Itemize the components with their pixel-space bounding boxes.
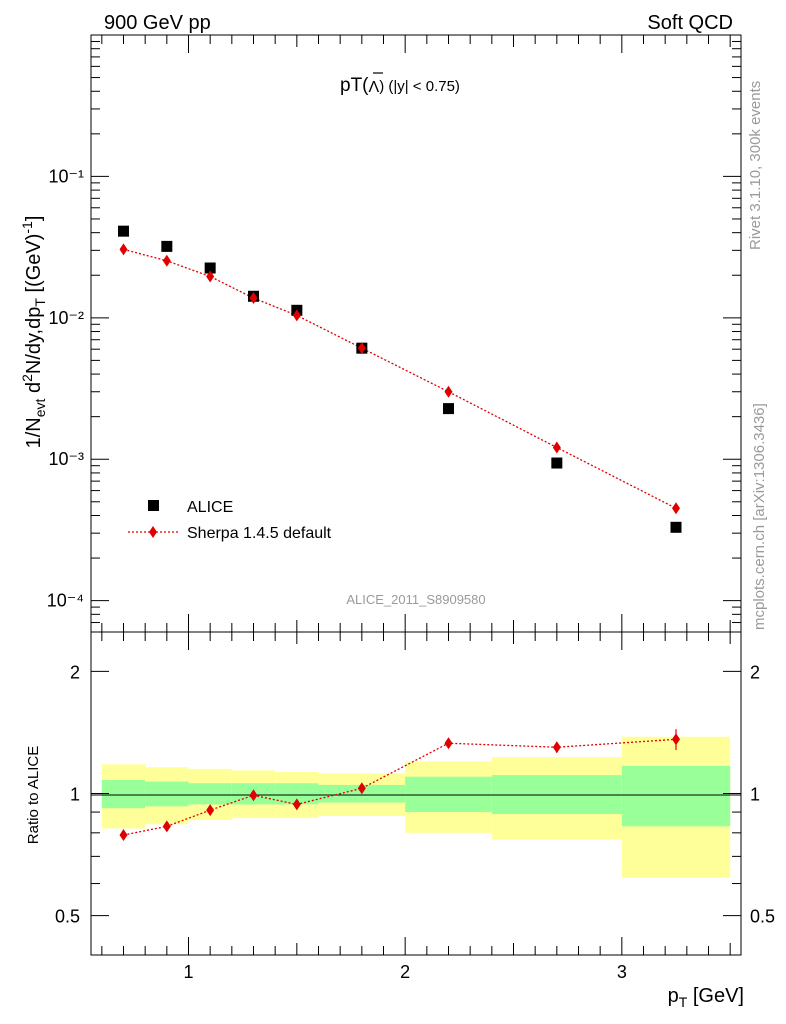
inner-band	[145, 781, 189, 807]
mc-point	[206, 270, 215, 283]
ratio-y-tick-label: 2	[70, 662, 80, 682]
legend-data-label: ALICE	[187, 499, 233, 516]
ratio-point	[292, 798, 301, 811]
mc-point	[292, 309, 301, 322]
ratio-point	[444, 737, 453, 750]
data-point	[551, 457, 563, 469]
mc-series-line	[123, 248, 677, 509]
analysis-watermark: ALICE_2011_S8909580	[346, 592, 485, 607]
x-tick-label: 1	[183, 962, 193, 982]
mc-line	[123, 248, 677, 509]
bottom-axis-ticks: 0.5 0.5 1 1 2 2 1 2 3	[55, 632, 775, 982]
data-point	[443, 403, 454, 415]
bottom-frame	[90, 631, 742, 956]
legend-mc-label: Sherpa 1.4.5 default	[187, 525, 332, 542]
mc-point	[119, 243, 128, 256]
ratio-point	[206, 804, 215, 817]
mc-point	[249, 292, 258, 305]
plot-title: pT(Λ) (|y| < 0.75)	[340, 75, 460, 96]
x-tick-label: 3	[617, 962, 627, 982]
top-axis-ticks: 10⁻⁴ 10⁻³ 10⁻² 10⁻¹	[47, 34, 741, 633]
inner-band	[101, 779, 146, 809]
mc-point	[162, 254, 171, 267]
mc-point	[444, 385, 453, 398]
ratio-point	[249, 789, 258, 802]
y-tick-label: 10⁻³	[48, 449, 84, 469]
legend-data-marker	[148, 500, 159, 511]
legend-mc-marker	[149, 526, 157, 538]
source-label: mcplots.cern.ch [arXiv:1306.3436]	[751, 403, 768, 630]
bottom-panel: 0.5 0.5 1 1 2 2 1 2 3 Ratio to ALICE pT [GeV]	[25, 631, 775, 1010]
ratio-y-tick-label-right: 2	[750, 662, 760, 682]
ratio-point	[357, 782, 366, 795]
y-tick-label: 10⁻⁴	[47, 591, 84, 611]
y-tick-label: 10⁻²	[48, 308, 84, 328]
inner-band	[621, 765, 731, 827]
y-tick-label: 10⁻¹	[48, 166, 84, 186]
x-axis-label: pT [GeV]	[668, 985, 744, 1010]
ratio-point	[119, 829, 128, 842]
mc-point	[672, 502, 680, 515]
data-point	[161, 240, 173, 252]
inner-band	[188, 783, 232, 805]
inner-band	[405, 776, 492, 813]
mc-point	[357, 342, 366, 355]
x-tick-label: 2	[400, 962, 410, 982]
top-ylabel: 1/Nevt d2N/dy,dpT [(GeV)-1]	[19, 216, 48, 449]
data-point	[204, 262, 216, 274]
mc-point	[552, 441, 561, 454]
header-left: 900 GeV pp	[104, 12, 211, 34]
header-right: Soft QCD	[647, 12, 733, 34]
ratio-point	[162, 820, 171, 833]
top-panel: 10⁻⁴ 10⁻³ 10⁻² 10⁻¹ pT(Λ) (|y| < 0.75) 1/Ne…	[19, 34, 742, 633]
legend: ALICE Sherpa 1.4.5 default	[128, 499, 332, 542]
ratio-y-tick-label: 0.5	[55, 907, 80, 927]
data-point	[670, 521, 682, 533]
ratio-y-tick-label-right: 0.5	[750, 907, 775, 927]
inner-band	[275, 783, 319, 805]
rivet-label: Rivet 3.1.10, 300k events	[747, 81, 764, 250]
top-frame	[90, 34, 742, 633]
ratio-y-tick-label: 1	[70, 785, 80, 805]
bottom-ylabel: Ratio to ALICE	[25, 746, 42, 844]
ratio-point	[552, 741, 561, 754]
data-point	[118, 225, 129, 237]
ratio-point	[672, 733, 680, 746]
uncertainty-bands	[101, 736, 731, 878]
ratio-y-tick-label-right: 1	[750, 785, 760, 805]
